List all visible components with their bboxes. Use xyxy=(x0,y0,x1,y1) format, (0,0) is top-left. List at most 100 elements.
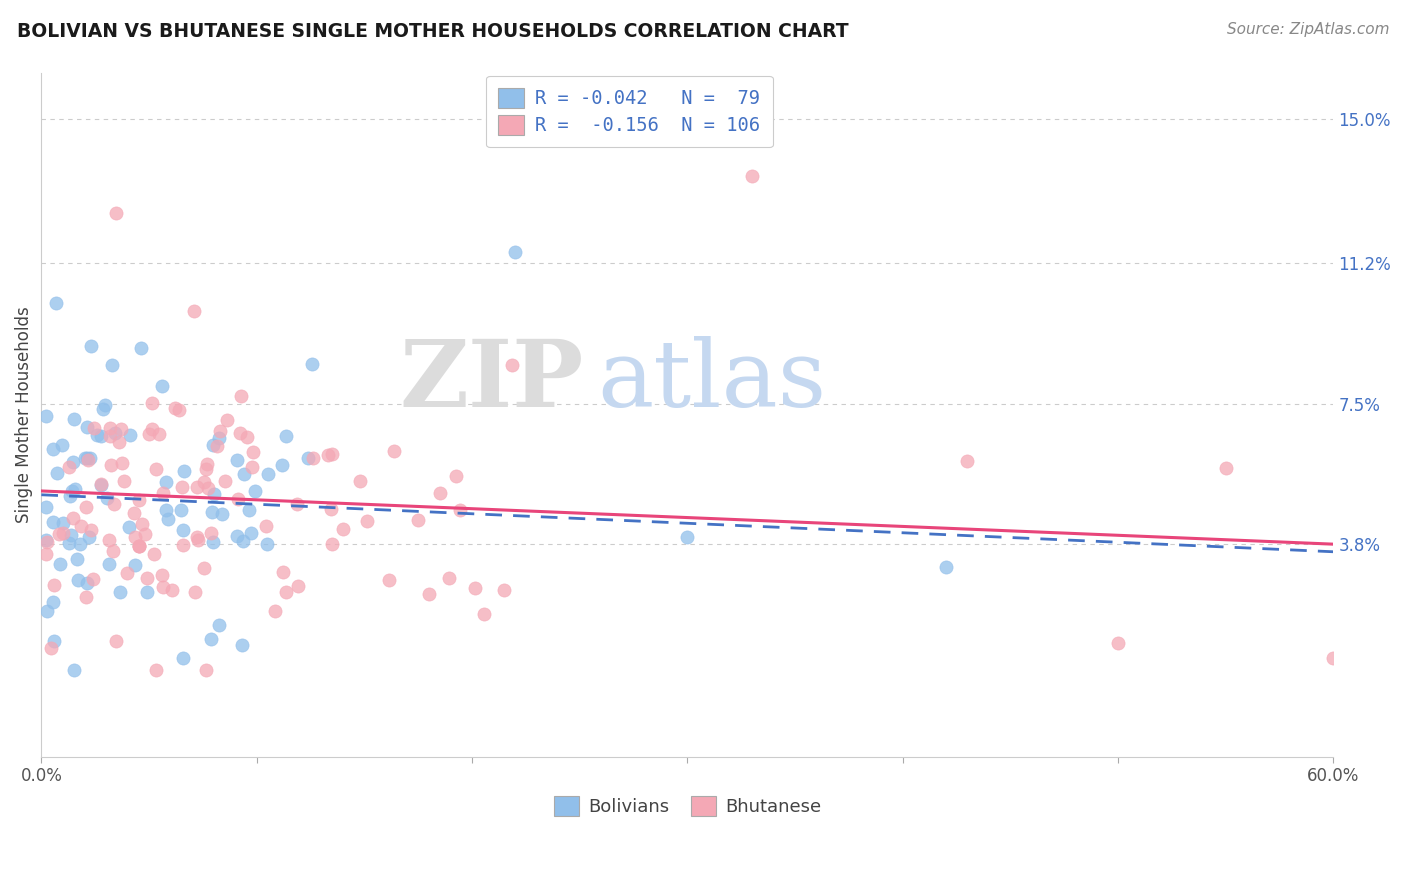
Point xyxy=(321,447,343,461)
Point xyxy=(172,523,194,537)
Point xyxy=(741,169,763,183)
Point xyxy=(214,475,236,489)
Point xyxy=(63,482,86,496)
Point xyxy=(287,579,309,593)
Point xyxy=(80,523,103,537)
Point xyxy=(160,583,183,598)
Point xyxy=(70,519,93,533)
Point xyxy=(48,526,70,541)
Point xyxy=(100,458,122,473)
Point xyxy=(229,426,252,441)
Point xyxy=(152,580,174,594)
Point xyxy=(152,486,174,500)
Point xyxy=(145,663,167,677)
Point xyxy=(58,460,80,475)
Point xyxy=(35,534,58,549)
Point xyxy=(332,522,354,536)
Point xyxy=(472,607,495,622)
Point xyxy=(34,533,56,548)
Point xyxy=(195,458,218,472)
Point xyxy=(256,518,278,533)
Point xyxy=(418,586,440,600)
Point xyxy=(143,547,166,561)
Point xyxy=(1322,651,1344,665)
Point xyxy=(239,526,262,541)
Point xyxy=(172,538,194,552)
Point xyxy=(108,584,131,599)
Point xyxy=(34,547,56,561)
Point xyxy=(105,633,128,648)
Point xyxy=(63,412,86,426)
Point xyxy=(111,456,134,470)
Point xyxy=(155,503,177,517)
Point xyxy=(141,396,163,410)
Point xyxy=(76,420,98,434)
Point xyxy=(319,502,342,516)
Point xyxy=(321,537,343,551)
Point xyxy=(349,474,371,488)
Point xyxy=(120,428,142,442)
Point xyxy=(205,439,228,453)
Point xyxy=(101,359,124,373)
Point xyxy=(152,568,174,582)
Point xyxy=(128,540,150,554)
Point xyxy=(1215,461,1237,475)
Point xyxy=(382,444,405,458)
Point xyxy=(46,466,69,480)
Point xyxy=(232,534,254,549)
Point xyxy=(145,461,167,475)
Point xyxy=(39,641,62,656)
Point xyxy=(150,379,173,393)
Point xyxy=(76,451,98,466)
Point xyxy=(211,507,233,521)
Point xyxy=(118,519,141,533)
Point xyxy=(202,535,225,549)
Point xyxy=(193,561,215,575)
Point xyxy=(676,530,699,544)
Point xyxy=(129,341,152,355)
Point xyxy=(131,517,153,532)
Point xyxy=(271,565,294,579)
Point xyxy=(98,533,121,548)
Point xyxy=(1107,636,1129,650)
Point xyxy=(256,467,278,481)
Point xyxy=(52,516,75,530)
Point xyxy=(183,303,205,318)
Point xyxy=(97,557,120,571)
Point xyxy=(69,537,91,551)
Point xyxy=(437,571,460,585)
Point xyxy=(94,398,117,412)
Point xyxy=(59,490,82,504)
Point xyxy=(90,429,112,443)
Point xyxy=(35,604,58,618)
Point xyxy=(204,487,226,501)
Point xyxy=(101,544,124,558)
Point xyxy=(242,445,264,459)
Point xyxy=(316,448,339,462)
Point xyxy=(115,566,138,581)
Text: ZIP: ZIP xyxy=(399,335,583,425)
Point xyxy=(449,502,471,516)
Point xyxy=(128,492,150,507)
Point xyxy=(501,358,523,372)
Point xyxy=(494,582,516,597)
Point xyxy=(141,422,163,436)
Point xyxy=(231,389,253,403)
Point xyxy=(186,530,208,544)
Point xyxy=(297,451,319,466)
Point xyxy=(60,484,83,499)
Point xyxy=(79,530,101,544)
Point xyxy=(302,450,325,465)
Point xyxy=(194,663,217,677)
Point xyxy=(112,474,135,488)
Point xyxy=(79,339,101,353)
Point xyxy=(128,539,150,553)
Point xyxy=(356,515,378,529)
Point xyxy=(76,576,98,591)
Point xyxy=(235,430,257,444)
Point xyxy=(197,481,219,495)
Point xyxy=(935,560,957,574)
Point xyxy=(225,453,247,467)
Point xyxy=(42,578,65,592)
Point xyxy=(464,581,486,595)
